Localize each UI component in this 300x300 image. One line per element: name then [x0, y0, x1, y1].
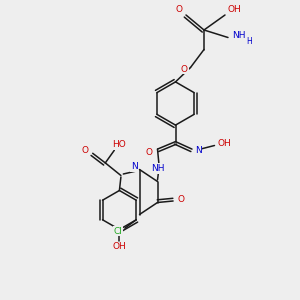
Text: O: O — [81, 146, 88, 155]
Text: H: H — [247, 37, 253, 46]
Text: Cl: Cl — [113, 227, 122, 236]
Text: O: O — [146, 148, 153, 157]
Text: N: N — [195, 146, 201, 155]
Text: O: O — [181, 64, 188, 74]
Text: NH: NH — [232, 32, 245, 40]
Text: OH: OH — [227, 5, 241, 14]
Text: O: O — [176, 5, 183, 14]
Text: HO: HO — [112, 140, 126, 149]
Text: N: N — [131, 162, 137, 171]
Text: O: O — [178, 195, 185, 204]
Text: OH: OH — [217, 140, 231, 148]
Text: OH: OH — [112, 242, 126, 251]
Text: NH: NH — [151, 164, 164, 173]
